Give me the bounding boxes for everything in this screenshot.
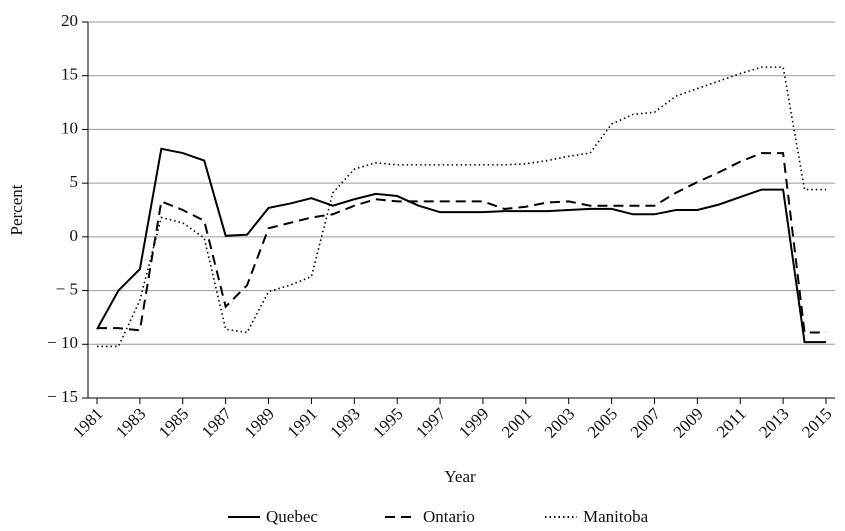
x-tick-label: 2011	[713, 404, 750, 441]
x-tick-label: 1981	[69, 404, 106, 441]
legend-label: Manitoba	[583, 507, 649, 526]
x-tick-label: 2003	[541, 404, 578, 441]
series-line	[97, 152, 826, 334]
x-tick-label: 1995	[369, 404, 406, 441]
x-tick-label: 1991	[284, 404, 321, 441]
y-tick-label: 0	[70, 226, 79, 245]
y-tick-label: − 5	[56, 279, 78, 298]
x-tick-label: 1987	[198, 404, 236, 442]
series-line	[97, 66, 826, 348]
x-axis-label: Year	[444, 467, 476, 486]
series-line	[96, 147, 826, 344]
y-tick-label: 20	[61, 11, 78, 30]
x-tick-label: 1999	[455, 404, 492, 441]
x-tick-label: 2015	[798, 404, 835, 441]
y-axis-label: Percent	[7, 184, 26, 235]
y-tick-label: 5	[70, 172, 79, 191]
x-tick-label: 2013	[755, 404, 792, 441]
y-tick-label: 15	[61, 65, 78, 84]
x-tick-label: 1993	[326, 404, 363, 441]
x-tick-label: 1985	[155, 404, 192, 441]
x-tick-label: 1989	[241, 404, 278, 441]
x-tick-label: 2001	[498, 404, 535, 441]
y-tick-label: − 10	[47, 333, 78, 352]
x-tick-label: 2007	[627, 404, 665, 442]
x-tick-label: 1997	[412, 404, 450, 442]
legend-label: Quebec	[266, 507, 318, 526]
x-tick-label: 2005	[584, 404, 621, 441]
legend-label: Ontario	[423, 507, 475, 526]
y-tick-label: 10	[61, 118, 78, 137]
x-tick-label: 2009	[669, 404, 706, 441]
y-tick-label: − 15	[47, 387, 78, 406]
x-tick-label: 1983	[112, 404, 149, 441]
